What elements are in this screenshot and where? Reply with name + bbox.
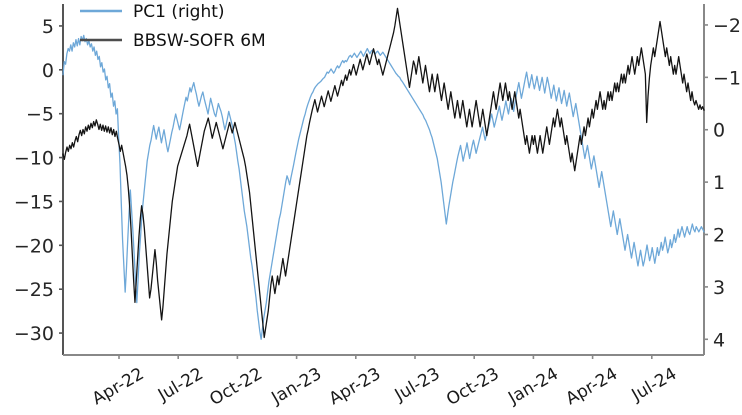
right-axis-tick-label: 1 <box>713 172 725 194</box>
left-axis-tick-label: 5 <box>42 16 54 38</box>
chart-legend: PC1 (right) BBSW-SOFR 6M <box>80 2 266 51</box>
right-axis-tick-label: −1 <box>713 67 741 89</box>
x-axis-tick-label: Jul-23 <box>391 364 444 406</box>
x-axis-tick-label: Jul-24 <box>628 364 681 406</box>
left-axis-tick-label: −15 <box>14 191 54 213</box>
left-axis-tick-label: −20 <box>14 235 54 257</box>
left-axis-tick-label: −30 <box>14 323 54 345</box>
right-axis-tick-label: 2 <box>713 225 725 247</box>
x-axis-tick-label: Jul-22 <box>154 364 207 406</box>
plot-area <box>63 4 704 355</box>
x-axis-tick-label: Oct-22 <box>206 364 266 410</box>
left-axis-tick-label: −25 <box>14 279 54 301</box>
x-axis-tick-label: Jan-23 <box>267 364 325 409</box>
right-axis-tick-label: 0 <box>713 120 725 142</box>
series-line-1 <box>62 7 705 339</box>
series-line-0 <box>62 34 705 340</box>
right-axis-tick-label: −2 <box>713 15 741 37</box>
legend-label-0: PC1 (right) <box>133 2 225 22</box>
right-axis-tick-label: 3 <box>713 277 725 299</box>
left-axis-tick-label: −5 <box>26 104 54 126</box>
x-axis-tick-label: Apr-22 <box>89 364 148 409</box>
x-axis-tick-label: Jan-24 <box>504 364 562 409</box>
legend-label-1: BBSW-SOFR 6M <box>133 31 266 51</box>
x-axis-tick-label: Oct-23 <box>443 364 503 410</box>
left-axis-tick-label: 0 <box>42 60 54 82</box>
left-axis-tick-label: −10 <box>14 148 54 170</box>
right-axis-tick-label: 4 <box>713 329 725 351</box>
x-axis-tick-label: Apr-24 <box>563 364 622 409</box>
x-axis-tick-label: Apr-23 <box>326 364 385 409</box>
